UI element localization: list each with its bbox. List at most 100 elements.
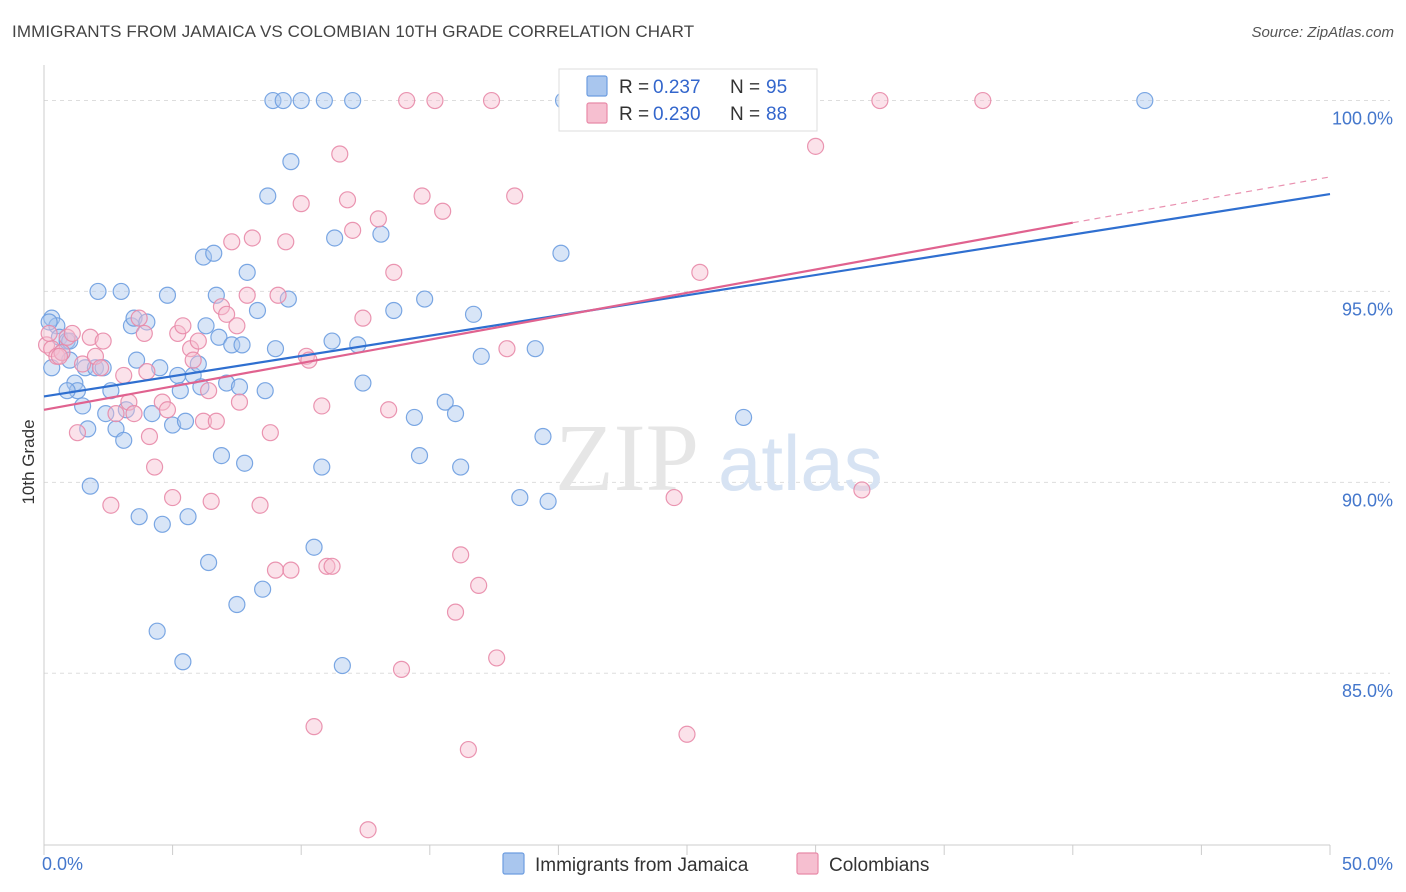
jamaica-point-83 (511, 488, 529, 507)
jamaica-point-28 (151, 359, 169, 377)
legend-r-label-jamaica: R = (619, 77, 654, 98)
legend-r-value-jamaica: 0.237 (653, 77, 701, 98)
jamaica-point-57 (259, 187, 277, 205)
colombians-point-73 (506, 187, 524, 205)
y-tick-label-90: 90.0% (1342, 490, 1393, 510)
colombians-point-54 (338, 191, 357, 209)
jamaica-point-77 (416, 290, 434, 308)
bottom-legend-label-colombians: Colombians (829, 855, 929, 876)
colombians-point-85 (40, 324, 58, 343)
colombians-point-66 (446, 603, 465, 621)
colombians-point-5 (63, 324, 81, 343)
colombians-point-11 (94, 332, 112, 350)
axes (43, 65, 1331, 855)
jamaica-point-55 (254, 580, 272, 598)
legend-n-value-colombians: 88 (766, 104, 787, 125)
jamaica-point-62 (282, 153, 300, 171)
jamaica-point-89 (734, 408, 753, 427)
colombians-point-32 (202, 492, 220, 511)
jamaica-point-84 (526, 340, 544, 358)
colombians-point-64 (426, 91, 444, 110)
colombians-point-65 (434, 202, 452, 220)
jamaica-point-42 (200, 553, 218, 572)
y-tick-label-85: 85.0% (1342, 681, 1393, 701)
colombians-point-51 (318, 557, 336, 575)
jamaica-point-23 (127, 351, 146, 369)
colombians-point-13 (107, 404, 125, 423)
jamaica-point-45 (210, 328, 228, 346)
watermark-atlas: atlas (718, 419, 883, 507)
colombians-point-58 (369, 210, 387, 228)
colombians-point-16 (125, 404, 143, 423)
trend-line-jamaica (43, 192, 1331, 398)
colombians-point-69 (470, 576, 488, 594)
chart-title: IMMIGRANTS FROM JAMAICA VS COLOMBIAN 10T… (12, 22, 695, 41)
colombians-point-59 (380, 401, 398, 419)
colombians-point-36 (223, 233, 241, 251)
jamaica-point-65 (313, 458, 331, 476)
jamaica-point-50 (230, 378, 249, 396)
jamaica-point-51 (233, 336, 251, 354)
colombians-point-8 (81, 328, 99, 346)
x-tick-labels: 0.0% 50.0% (42, 854, 1393, 874)
y-axis-title: 10th Grade (19, 419, 38, 504)
legend-swatch-jamaica (586, 75, 608, 97)
jamaica-point-11 (79, 420, 97, 438)
jamaica-point-29 (153, 515, 171, 533)
jamaica-point-30 (158, 286, 177, 304)
colombians-point-17 (130, 309, 148, 327)
y-tick-label-95: 95.0% (1342, 299, 1393, 319)
jamaica-point-41 (197, 317, 215, 335)
colombians-point-42 (261, 424, 279, 442)
legend-r-label-colombians: R = (619, 104, 654, 125)
jamaica-point-67 (323, 332, 341, 350)
jamaica-point-18 (112, 282, 130, 301)
jamaica-point-35 (176, 412, 195, 430)
bottom-legend-swatch-jamaica (502, 852, 525, 875)
colombians-point-26 (174, 317, 192, 335)
legend-swatch-colombians (586, 102, 608, 124)
jamaica-point-70 (344, 91, 362, 110)
jamaica-point-24 (130, 508, 148, 526)
jamaica-point-61 (279, 290, 297, 308)
colombians-point-7 (73, 355, 92, 373)
jamaica-point-27 (148, 622, 166, 640)
jamaica-point-75 (405, 408, 423, 427)
colombians-point-37 (228, 317, 246, 335)
jamaica-point-12 (81, 477, 99, 495)
jamaica-point-46 (212, 446, 231, 465)
colombians-point-23 (158, 401, 177, 419)
colombians-point-44 (269, 286, 287, 304)
colombians-point-12 (102, 496, 120, 514)
colombians-point-46 (282, 561, 300, 579)
jamaica-point-43 (205, 244, 223, 262)
jamaica-point-80 (452, 458, 470, 476)
jamaica-point-66 (315, 91, 333, 110)
colombians-point-38 (230, 393, 249, 411)
colombians-point-21 (145, 458, 164, 476)
jamaica-point-64 (305, 538, 323, 556)
colombians-point-39 (238, 286, 256, 304)
jamaica-point-92 (58, 382, 76, 400)
bottom-legend: Immigrants from Jamaica Colombians (502, 852, 929, 876)
jamaica-point-60 (274, 91, 292, 110)
colombians-point-29 (189, 332, 207, 350)
colombians-point-14 (115, 366, 133, 385)
legend-r-value-colombians: 0.230 (653, 104, 701, 125)
colombians-point-41 (251, 496, 269, 514)
jamaica-point-14 (89, 282, 107, 301)
colombians-point-49 (305, 718, 323, 736)
jamaica-point-56 (256, 382, 274, 400)
jamaica-point-90 (1136, 91, 1154, 110)
watermark-zip: ZIP (555, 404, 699, 511)
jamaica-point-52 (236, 454, 254, 472)
source-label: Source: ZipAtlas.com (1251, 24, 1394, 41)
colombians-point-45 (277, 233, 295, 251)
colombians-point-30 (194, 412, 213, 430)
colombians-point-24 (164, 488, 182, 507)
jamaica-point-22 (125, 309, 143, 327)
colombians-point-43 (266, 561, 285, 579)
jamaica-point-78 (436, 393, 454, 411)
legend-n-value-jamaica: 95 (766, 77, 787, 98)
